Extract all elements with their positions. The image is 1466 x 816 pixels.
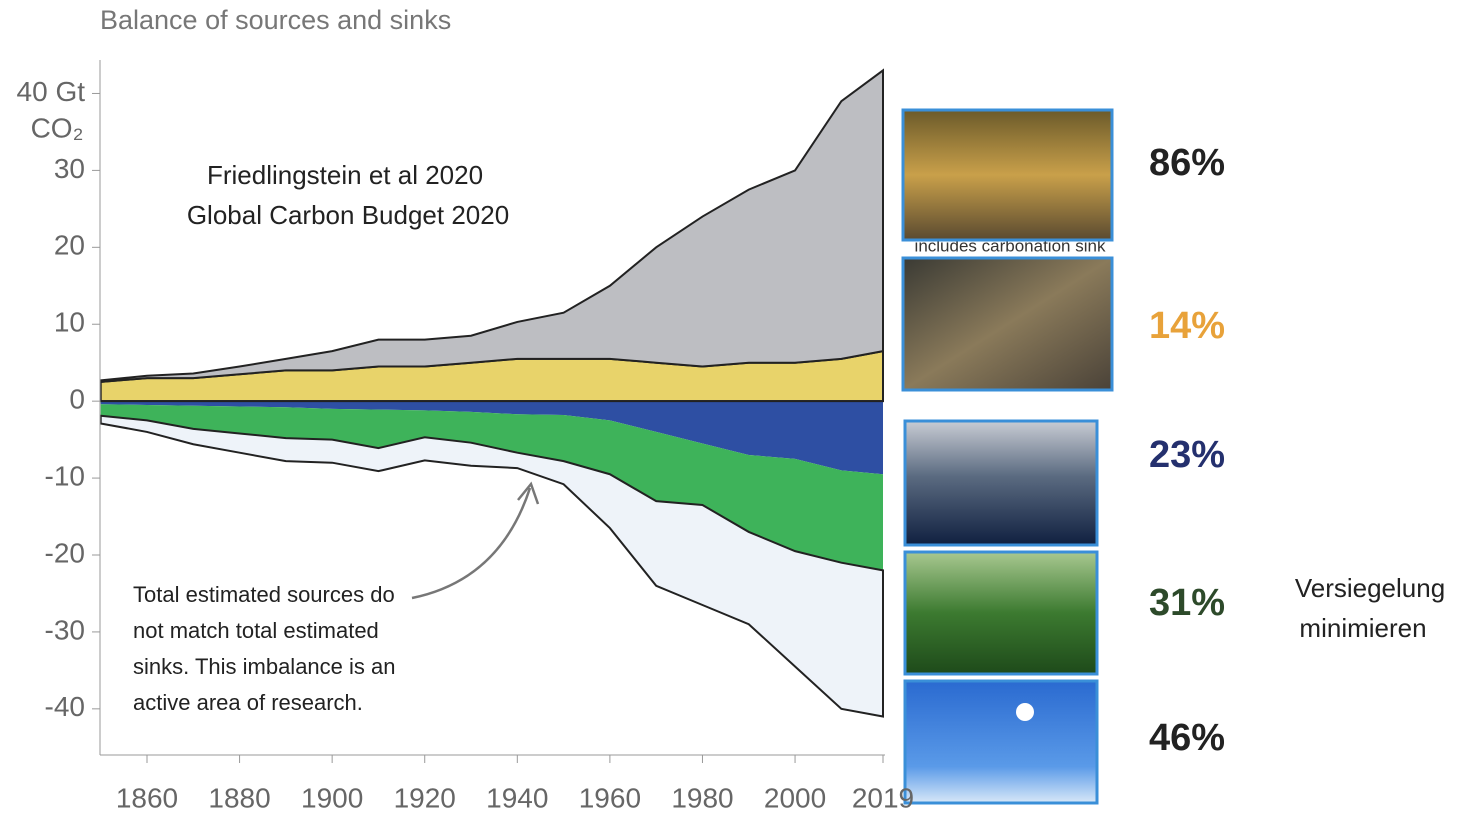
panel-percent: 14% — [1149, 305, 1225, 347]
y-tick-label: 20 — [54, 230, 85, 261]
photo-ocean — [903, 419, 1099, 547]
panel-percent: 46% — [1149, 717, 1225, 759]
y-tick-label: -40 — [45, 691, 85, 722]
x-tick-label: 1980 — [671, 782, 733, 813]
annotation-arrow — [411, 487, 532, 600]
x-tick-label: 1860 — [116, 782, 178, 813]
area — [100, 401, 883, 475]
arrow-head — [517, 481, 540, 505]
y-tick-label: -30 — [45, 614, 85, 645]
annotation-line: not match total estimated — [133, 618, 379, 643]
x-tick-label: 1900 — [301, 782, 363, 813]
area — [99, 68, 884, 384]
source-line: Global Carbon Budget 2020 — [187, 200, 509, 230]
y-unit: CO₂ — [31, 112, 84, 143]
chart-title: Balance of sources and sinks — [100, 5, 451, 35]
note-line: Versiegelung — [1295, 573, 1445, 603]
y-tick-label: -10 — [45, 460, 85, 491]
annotation-line: active area of research. — [133, 690, 363, 715]
photo-sky — [903, 679, 1099, 805]
note-line: minimieren — [1299, 613, 1426, 643]
annotation-line: Total estimated sources do — [133, 582, 395, 607]
y-tick-label: 10 — [54, 307, 85, 338]
photo-emissions — [901, 108, 1114, 242]
photo-deforestation — [901, 256, 1114, 392]
source-line: Friedlingstein et al 2020 — [207, 160, 483, 190]
annotation-line: sinks. This imbalance is an — [133, 654, 396, 679]
x-tick-label: 1880 — [208, 782, 270, 813]
y-tick-label: 0 — [69, 384, 85, 415]
x-tick-label: 2019 — [852, 782, 914, 813]
x-tick-label: 1960 — [579, 782, 641, 813]
sun — [1016, 703, 1034, 721]
panel-percent: 23% — [1149, 434, 1225, 476]
photo-forest — [903, 550, 1099, 676]
y-tick-label: 30 — [54, 153, 85, 184]
panel-percent: 86% — [1149, 142, 1225, 184]
plot-area — [99, 68, 884, 718]
y-tick-label: -20 — [45, 537, 85, 568]
x-tick-label: 1940 — [486, 782, 548, 813]
panel-percent: 31% — [1149, 582, 1225, 624]
panel-labels: 86% 14% 23% 31% 46% — [1149, 142, 1225, 759]
y-tick-label: 40 Gt — [17, 76, 86, 107]
x-tick-label: 1920 — [394, 782, 456, 813]
area — [99, 414, 884, 718]
area — [100, 404, 883, 571]
x-tick-label: 2000 — [764, 782, 826, 813]
